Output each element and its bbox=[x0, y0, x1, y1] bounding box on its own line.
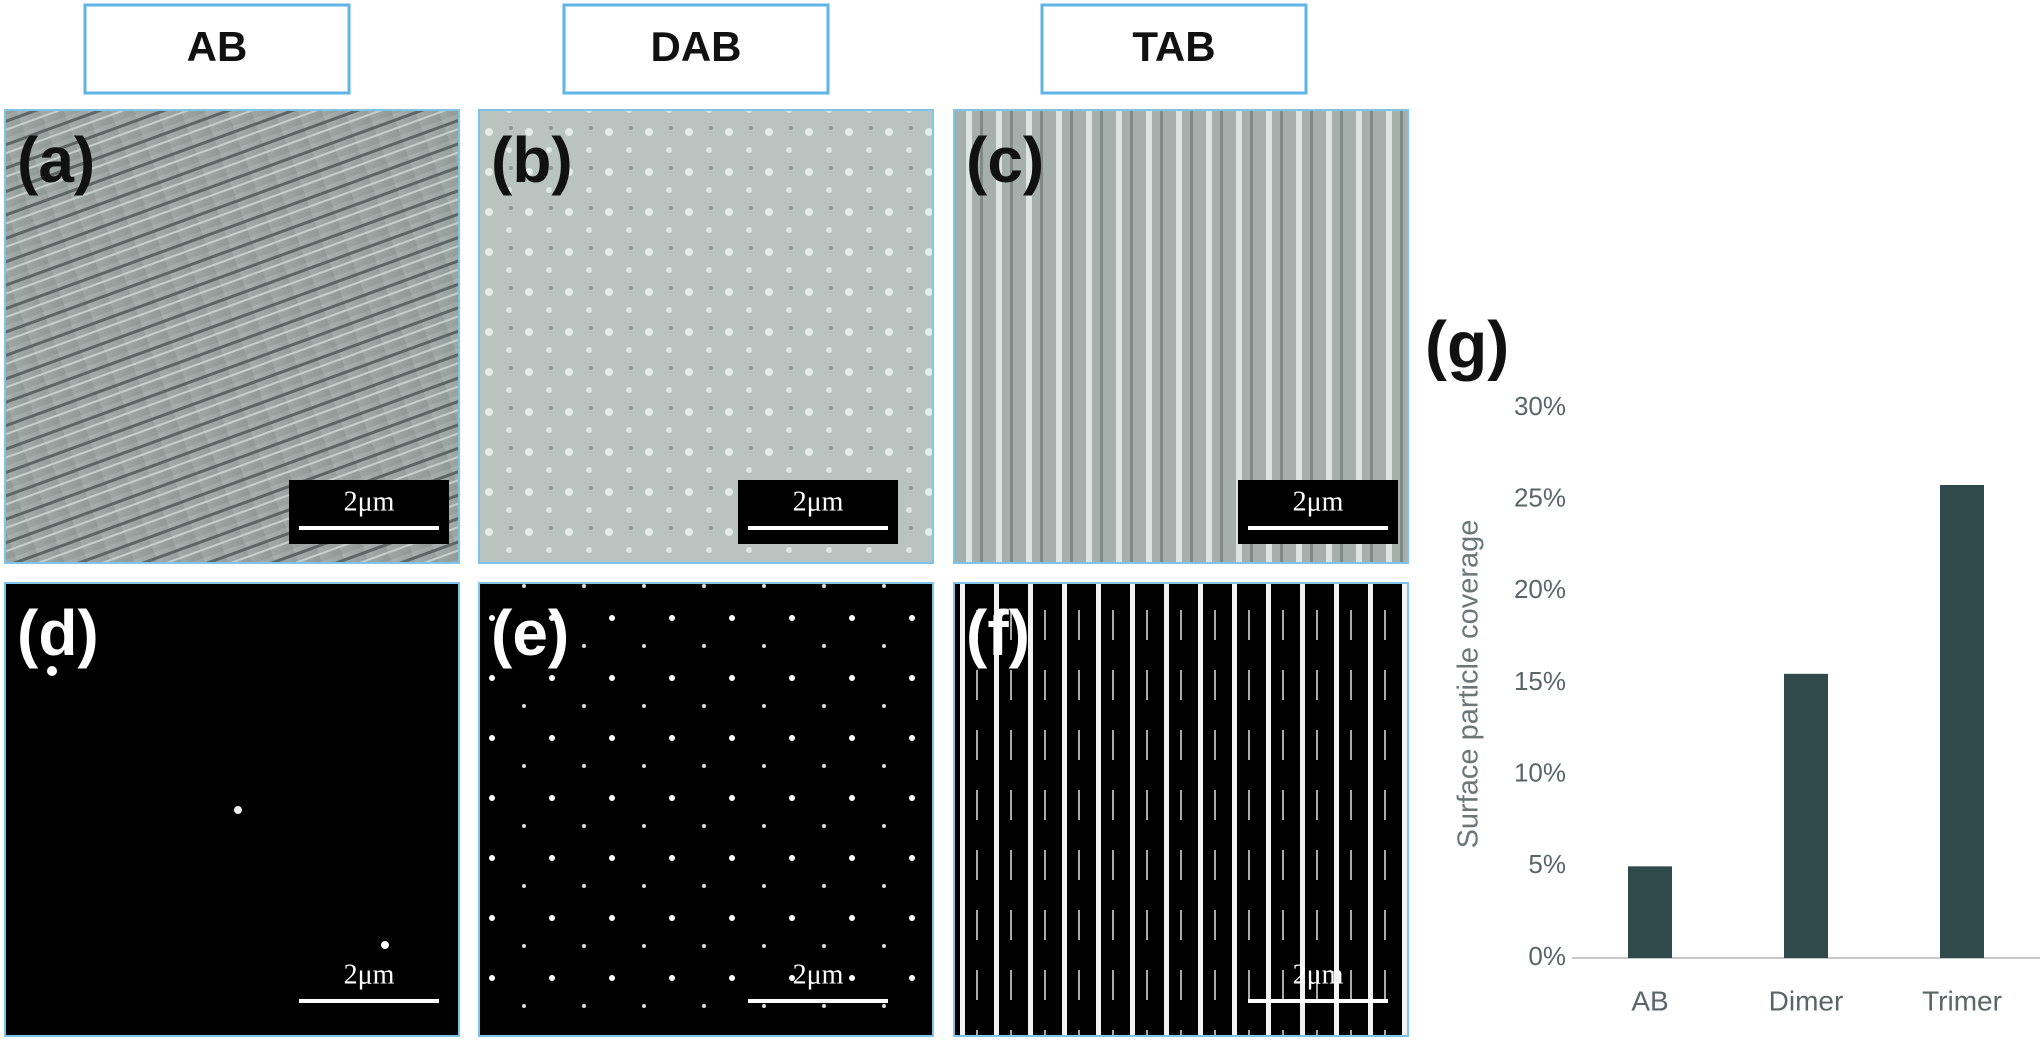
scale-bar-label: 2μm bbox=[1293, 486, 1344, 517]
panel-label: (c) bbox=[966, 124, 1044, 196]
scale-bar-box bbox=[1238, 480, 1398, 544]
y-tick-label: 5% bbox=[1528, 849, 1566, 879]
panel-label: (d) bbox=[17, 597, 99, 669]
header-label: AB bbox=[187, 23, 248, 70]
scale-bar-label: 2μm bbox=[793, 486, 844, 517]
scale-bar-box bbox=[289, 480, 449, 544]
scale-bar-label: 2μm bbox=[344, 486, 395, 517]
bar bbox=[1940, 485, 1984, 958]
header-box bbox=[1040, 3, 1308, 95]
scale-bar-label: 2μm bbox=[1293, 959, 1344, 990]
header-label: TAB bbox=[1132, 23, 1215, 70]
panel-label: (f) bbox=[966, 597, 1030, 669]
y-tick-label: 30% bbox=[1514, 391, 1566, 421]
panel-label: (b) bbox=[491, 124, 573, 196]
header-box bbox=[83, 3, 351, 95]
y-tick-label: 25% bbox=[1514, 483, 1566, 513]
y-tick-label: 10% bbox=[1514, 758, 1566, 788]
x-tick-label: Trimer bbox=[1922, 985, 2002, 1016]
x-tick-label: AB bbox=[1631, 985, 1668, 1016]
x-tick-label: Dimer bbox=[1769, 985, 1844, 1016]
micrograph bbox=[953, 582, 1409, 1037]
panel-label: (a) bbox=[17, 124, 95, 196]
panel-label: (e) bbox=[491, 597, 569, 669]
scale-bar-label: 2μm bbox=[344, 959, 395, 990]
header-box bbox=[562, 3, 830, 95]
scale-bar-label: 2μm bbox=[793, 959, 844, 990]
bar bbox=[1784, 673, 1828, 958]
header-label: DAB bbox=[651, 23, 742, 70]
y-tick-label: 20% bbox=[1514, 574, 1566, 604]
y-tick-label: 15% bbox=[1514, 666, 1566, 696]
micrograph bbox=[4, 582, 460, 1037]
bar bbox=[1628, 866, 1672, 958]
micrograph bbox=[478, 582, 934, 1037]
scale-bar-box bbox=[738, 480, 898, 544]
panel-label: (g) bbox=[1425, 307, 1509, 381]
y-tick-label: 0% bbox=[1528, 941, 1566, 971]
y-axis-title: Surface particle coverage bbox=[1453, 520, 1485, 849]
